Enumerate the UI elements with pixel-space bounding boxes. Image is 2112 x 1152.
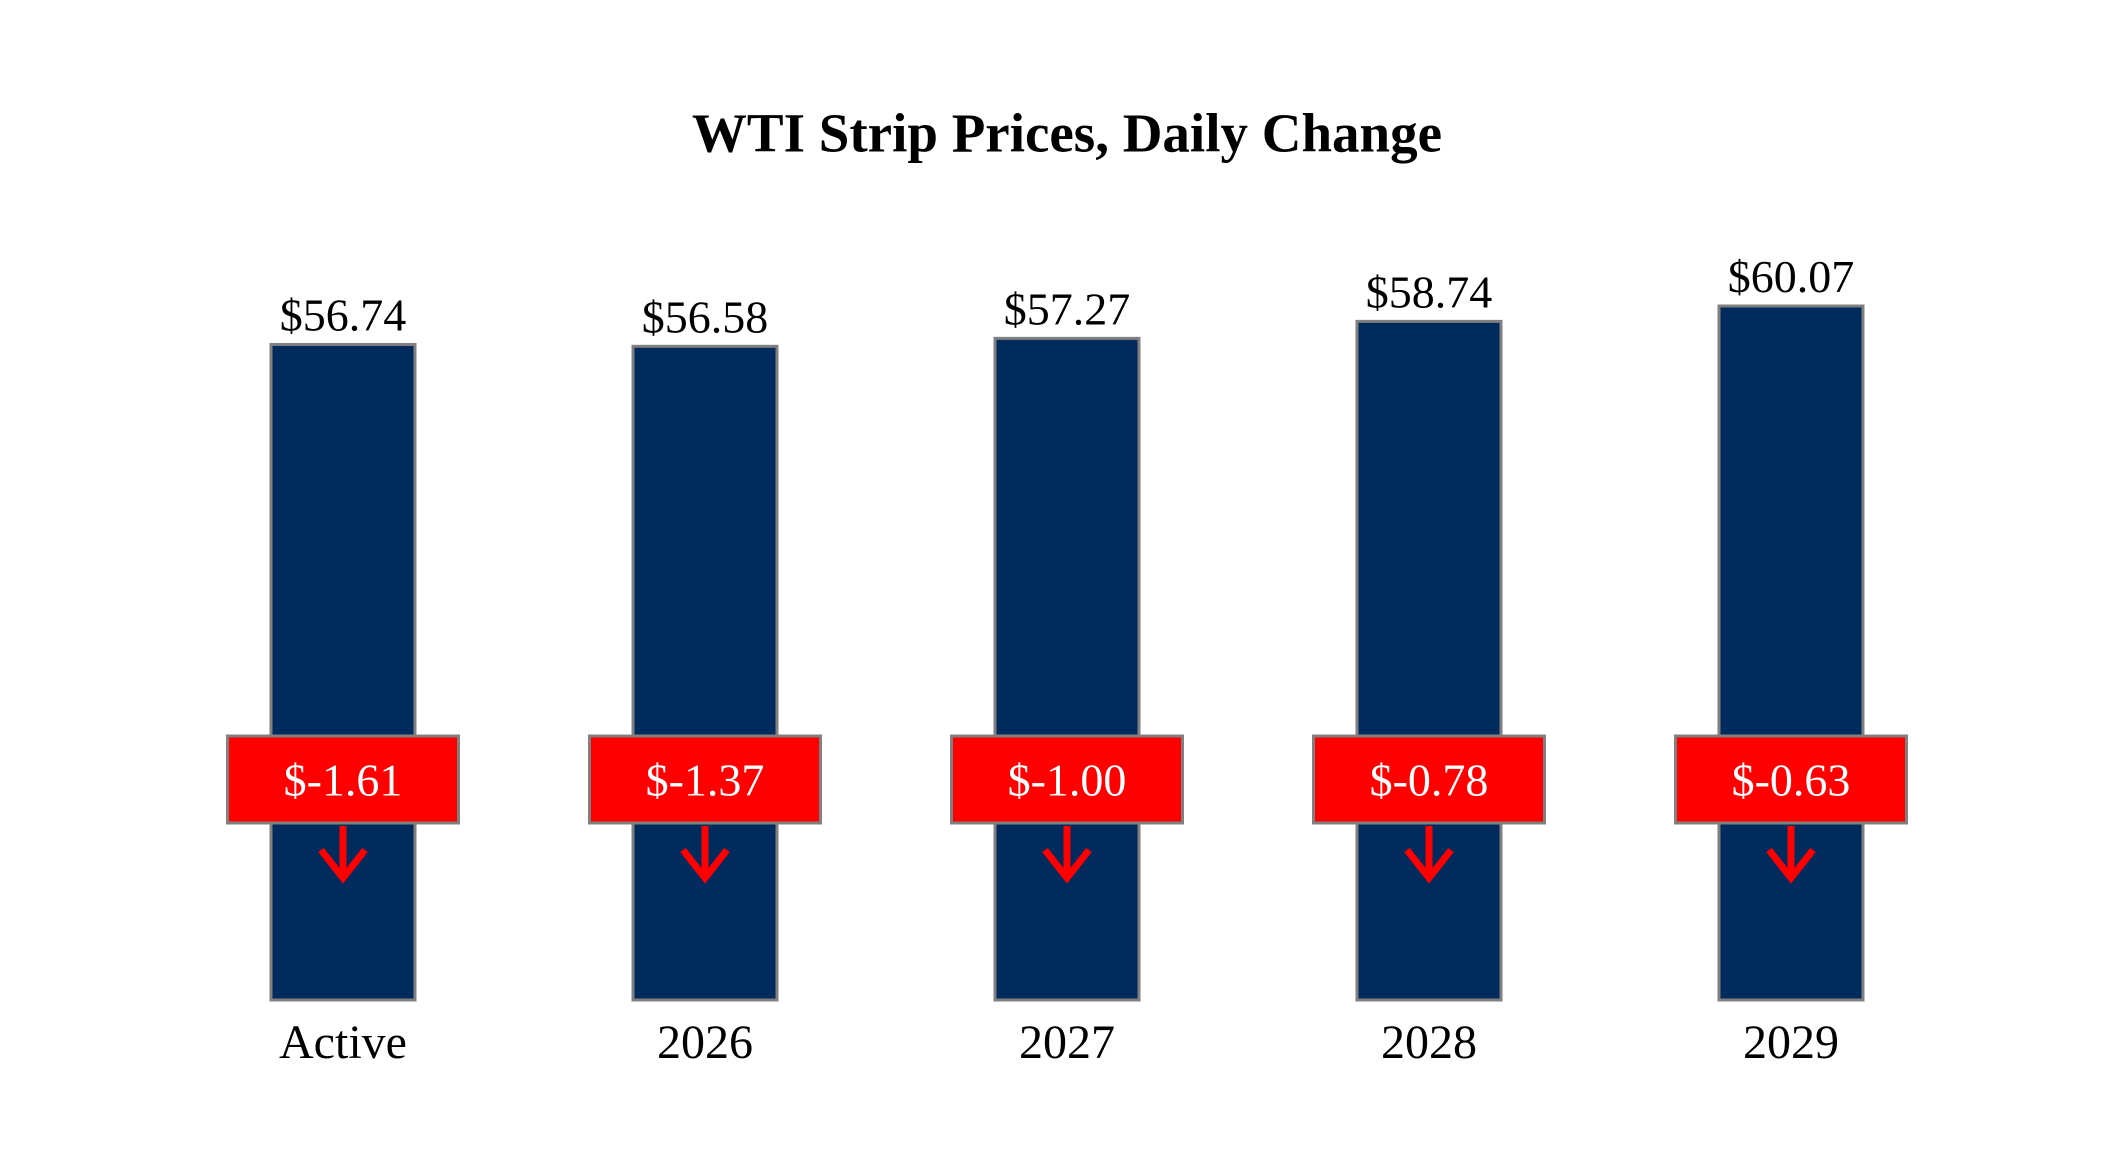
change-label: $-0.78 (1370, 755, 1489, 806)
change-box (950, 734, 1184, 825)
x-tick-label: 2028 (1381, 1016, 1477, 1069)
value-label: $58.74 (1366, 266, 1493, 317)
down-arrow (318, 826, 368, 884)
bar (1717, 304, 1865, 1002)
change-label: $-1.00 (1008, 755, 1127, 806)
bar (1355, 319, 1503, 1002)
down-arrow (1404, 826, 1454, 884)
change-label: $-0.63 (1732, 755, 1851, 806)
x-tick-label: 2026 (657, 1016, 753, 1069)
down-arrow (1766, 826, 1816, 884)
x-tick-label: Active (279, 1016, 407, 1069)
value-label: $60.07 (1728, 251, 1855, 302)
change-box (226, 734, 460, 825)
down-arrow (1042, 826, 1092, 884)
change-box (1312, 734, 1546, 825)
down-arrow (680, 826, 730, 884)
value-label: $57.27 (1004, 283, 1131, 334)
chart-title: WTI Strip Prices, Daily Change (692, 103, 1442, 164)
x-tick-label: 2027 (1019, 1016, 1115, 1069)
value-label: $56.74 (280, 289, 407, 340)
change-box (1674, 734, 1908, 825)
value-label: $56.58 (642, 291, 769, 342)
bar (631, 344, 779, 1002)
change-box (588, 734, 822, 825)
change-label: $-1.37 (646, 755, 765, 806)
change-label: $-1.61 (284, 755, 403, 806)
bar (993, 336, 1141, 1002)
x-tick-label: 2029 (1743, 1016, 1839, 1069)
bar (269, 342, 417, 1002)
